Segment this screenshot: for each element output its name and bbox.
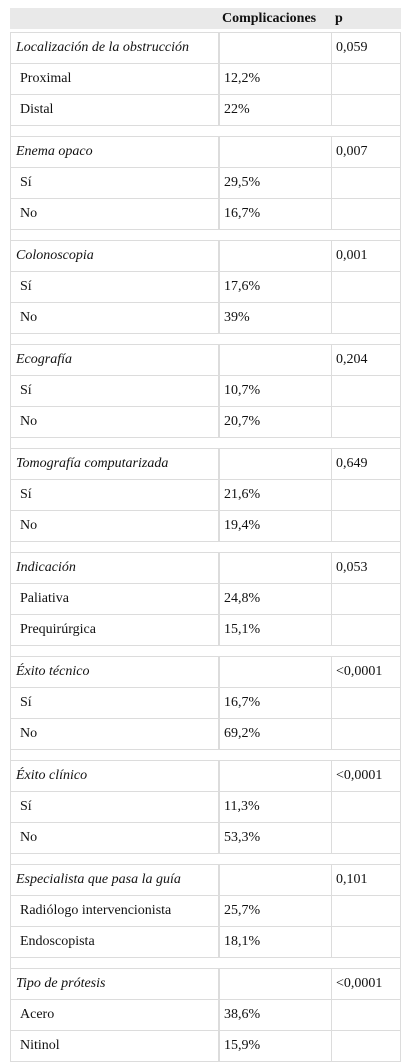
empty-cell bbox=[331, 999, 401, 1031]
row-value: 69,2% bbox=[219, 718, 332, 750]
p-value: 0,101 bbox=[331, 864, 401, 896]
p-value: 0,059 bbox=[331, 32, 401, 64]
empty-cell bbox=[331, 94, 401, 126]
row-label: Proximal bbox=[10, 63, 219, 95]
p-value: 0,007 bbox=[331, 136, 401, 168]
empty-cell bbox=[219, 760, 332, 792]
row-value: 15,1% bbox=[219, 614, 332, 646]
empty-cell bbox=[331, 302, 401, 334]
empty-cell bbox=[331, 614, 401, 646]
row-value: 15,9% bbox=[219, 1030, 332, 1062]
row-label: No bbox=[10, 822, 219, 854]
row-label: Nitinol bbox=[10, 1030, 219, 1062]
row-label: Sí bbox=[10, 271, 219, 303]
row-label: No bbox=[10, 406, 219, 438]
empty-cell bbox=[219, 448, 332, 480]
p-value: <0,0001 bbox=[331, 656, 401, 688]
row-value: 22% bbox=[219, 94, 332, 126]
row-value: 16,7% bbox=[219, 198, 332, 230]
empty-cell bbox=[331, 1030, 401, 1062]
row-value: 38,6% bbox=[219, 999, 332, 1031]
row-value: 29,5% bbox=[219, 167, 332, 199]
empty-cell bbox=[219, 656, 332, 688]
row-label: Acero bbox=[10, 999, 219, 1031]
group-title: Éxito técnico bbox=[10, 656, 219, 688]
group-title: Enema opaco bbox=[10, 136, 219, 168]
empty-cell bbox=[331, 375, 401, 407]
empty-cell bbox=[331, 822, 401, 854]
empty-cell bbox=[331, 63, 401, 95]
empty-cell bbox=[219, 552, 332, 584]
empty-cell bbox=[219, 136, 332, 168]
empty-cell bbox=[331, 271, 401, 303]
empty-cell bbox=[219, 864, 332, 896]
empty-cell bbox=[219, 344, 332, 376]
row-value: 16,7% bbox=[219, 687, 332, 719]
empty-cell bbox=[331, 167, 401, 199]
row-value: 24,8% bbox=[219, 583, 332, 615]
empty-cell bbox=[331, 926, 401, 958]
empty-cell bbox=[331, 687, 401, 719]
group-title: Éxito clínico bbox=[10, 760, 219, 792]
p-value: <0,0001 bbox=[331, 760, 401, 792]
empty-cell bbox=[331, 406, 401, 438]
group-title: Tipo de prótesis bbox=[10, 968, 219, 1000]
empty-cell bbox=[331, 479, 401, 511]
group-title: Ecografía bbox=[10, 344, 219, 376]
row-value: 20,7% bbox=[219, 406, 332, 438]
row-label: Sí bbox=[10, 375, 219, 407]
empty-cell bbox=[331, 895, 401, 927]
row-label: No bbox=[10, 718, 219, 750]
p-value: 0,001 bbox=[331, 240, 401, 272]
p-value: 0,204 bbox=[331, 344, 401, 376]
empty-cell bbox=[331, 718, 401, 750]
group-title: Tomografía computarizada bbox=[10, 448, 219, 480]
row-label: Sí bbox=[10, 687, 219, 719]
row-label: No bbox=[10, 198, 219, 230]
header-cell: p bbox=[335, 10, 343, 26]
row-label: Radiólogo intervencionista bbox=[10, 895, 219, 927]
row-value: 19,4% bbox=[219, 510, 332, 542]
group-title: Colonoscopia bbox=[10, 240, 219, 272]
row-label: Prequirúrgica bbox=[10, 614, 219, 646]
row-label: Paliativa bbox=[10, 583, 219, 615]
empty-cell bbox=[219, 240, 332, 272]
group-title: Indicación bbox=[10, 552, 219, 584]
group-title: Localización de la obstrucción bbox=[10, 32, 219, 64]
row-label: No bbox=[10, 302, 219, 334]
empty-cell bbox=[331, 198, 401, 230]
empty-cell bbox=[219, 968, 332, 1000]
header-cell: Complicaciones bbox=[222, 10, 317, 26]
row-value: 25,7% bbox=[219, 895, 332, 927]
row-label: No bbox=[10, 510, 219, 542]
row-value: 18,1% bbox=[219, 926, 332, 958]
p-value: 0,053 bbox=[331, 552, 401, 584]
row-value: 11,3% bbox=[219, 791, 332, 823]
p-value: 0,649 bbox=[331, 448, 401, 480]
row-label: Sí bbox=[10, 479, 219, 511]
p-value: <0,0001 bbox=[331, 968, 401, 1000]
row-value: 12,2% bbox=[219, 63, 332, 95]
empty-cell bbox=[331, 510, 401, 542]
row-value: 21,6% bbox=[219, 479, 332, 511]
header-row bbox=[10, 8, 401, 29]
row-value: 17,6% bbox=[219, 271, 332, 303]
row-label: Sí bbox=[10, 167, 219, 199]
row-label: Sí bbox=[10, 791, 219, 823]
row-value: 10,7% bbox=[219, 375, 332, 407]
row-value: 53,3% bbox=[219, 822, 332, 854]
row-value: 39% bbox=[219, 302, 332, 334]
empty-cell bbox=[331, 583, 401, 615]
empty-cell bbox=[219, 32, 332, 64]
group-title: Especialista que pasa la guía bbox=[10, 864, 219, 896]
row-label: Distal bbox=[10, 94, 219, 126]
row-label: Endoscopista bbox=[10, 926, 219, 958]
empty-cell bbox=[331, 791, 401, 823]
